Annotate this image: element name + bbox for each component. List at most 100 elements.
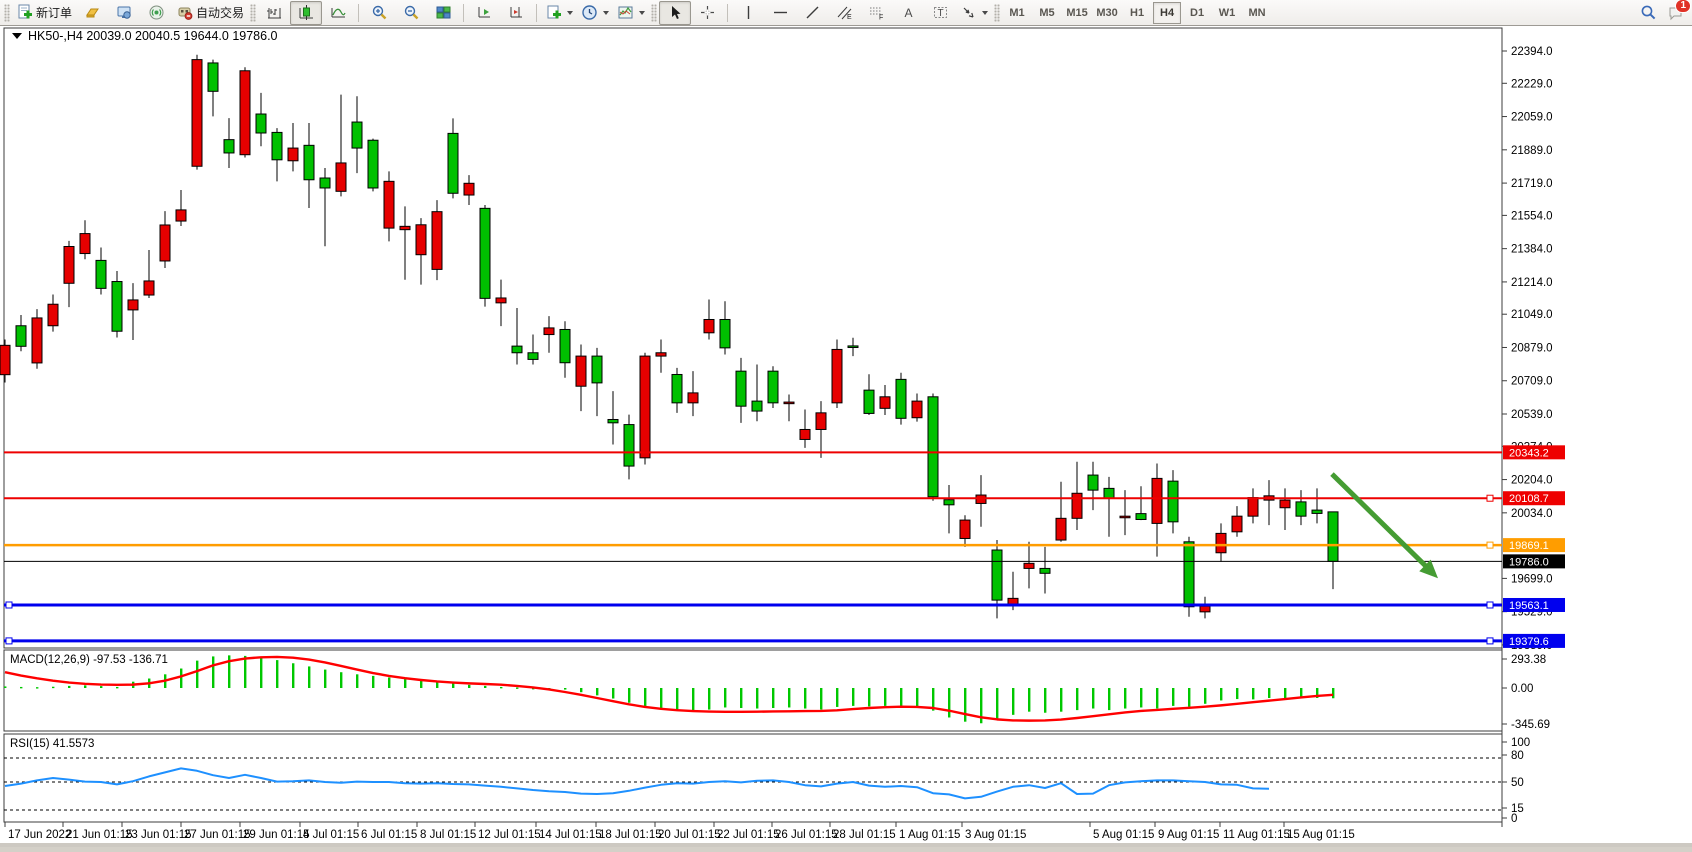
vertical-line-tool-button[interactable]	[732, 1, 764, 25]
price-badge	[1503, 538, 1565, 553]
autotrading-label: 自动交易	[196, 6, 245, 20]
macd-bar	[628, 688, 631, 703]
timeframe-button-m15[interactable]: M15	[1066, 6, 1088, 19]
notifications-button[interactable]: 1	[1667, 0, 1691, 21]
auto-scroll-button[interactable]	[468, 1, 500, 25]
candle	[911, 400, 923, 419]
trendline-tool-button[interactable]	[796, 1, 828, 25]
candle	[255, 113, 267, 134]
symbol-dropdown-icon[interactable]	[12, 33, 22, 39]
candle	[335, 162, 347, 192]
line-handle[interactable]	[1486, 541, 1494, 549]
macd-bar	[564, 688, 567, 690]
macd-bar	[804, 688, 807, 709]
toolbar-grip[interactable]	[250, 3, 257, 22]
periods-button[interactable]	[577, 1, 613, 25]
profiles-button[interactable]	[613, 1, 649, 25]
macd-bar	[1316, 688, 1319, 698]
macd-bar	[1044, 688, 1047, 713]
price-badge	[1503, 633, 1565, 648]
zoom-in-button[interactable]	[363, 1, 395, 25]
rsi-label: RSI(15) 41.5573	[10, 738, 94, 750]
timeframe-button-mn[interactable]: MN	[1248, 6, 1266, 19]
arrow-head	[1419, 559, 1438, 579]
date-tick-label: 14 Jul 01:15	[539, 829, 602, 841]
rsi-axis-label: 50	[1511, 777, 1524, 789]
line-chart-mode-button[interactable]	[322, 1, 354, 25]
vps-monitor-icon	[117, 6, 131, 19]
zoom-out-button[interactable]	[395, 1, 427, 25]
candle	[591, 355, 603, 384]
macd-bar	[932, 688, 935, 711]
candlestick-series	[0, 54, 1339, 619]
candle	[1327, 511, 1339, 562]
timeframe-button-h1[interactable]: H1	[1130, 6, 1145, 19]
market-button[interactable]	[76, 1, 108, 25]
new-order-button[interactable]: 新订单	[12, 1, 76, 25]
macd-bar	[260, 657, 263, 688]
timeframe-button-m5[interactable]: M5	[1039, 6, 1055, 19]
text-label-tool-button[interactable]: T	[924, 1, 956, 25]
macd-bar	[1140, 688, 1143, 708]
macd-bar	[1092, 688, 1095, 709]
candle	[607, 418, 619, 424]
signals-button[interactable]	[140, 1, 172, 25]
candle	[1295, 501, 1307, 517]
macd-bar	[996, 688, 999, 720]
crosshair-tool-button[interactable]	[691, 1, 723, 25]
cursor-tool-button[interactable]	[659, 0, 692, 25]
macd-bar	[244, 655, 247, 688]
line-handle[interactable]	[5, 637, 13, 645]
crosshair-icon	[700, 6, 714, 19]
candle	[1135, 513, 1147, 520]
toolbar-grip[interactable]	[4, 3, 10, 22]
autotrading-robot-icon	[178, 7, 193, 20]
channel-tool-button[interactable]: E	[828, 1, 860, 25]
search-icon[interactable]	[1640, 4, 1657, 21]
timeframe-button-w1[interactable]: W1	[1218, 6, 1236, 19]
new-chart-button[interactable]	[541, 1, 577, 25]
macd-bar	[1188, 688, 1191, 707]
timeframe-button-m1[interactable]: M1	[1009, 6, 1025, 19]
horizontal-line-tool-button[interactable]	[764, 1, 796, 25]
date-tick-label: 6 Jul 01:15	[361, 829, 417, 841]
line-handle[interactable]	[1486, 637, 1494, 645]
candle	[1023, 562, 1035, 569]
vps-button[interactable]	[108, 1, 140, 25]
bar-chart-mode-button[interactable]	[258, 1, 290, 25]
signals-icon	[149, 5, 164, 20]
candle	[415, 224, 427, 256]
price-tick-label: 21384.0	[1511, 244, 1553, 256]
line-handle[interactable]	[1486, 601, 1494, 609]
macd-bar	[404, 679, 407, 688]
line-handle[interactable]	[1486, 494, 1494, 502]
autotrading-button[interactable]: 自动交易	[172, 1, 248, 25]
toolbar-grip[interactable]	[994, 3, 1001, 22]
arrows-tool-button[interactable]	[956, 1, 992, 25]
chart-shift-button[interactable]	[500, 1, 532, 25]
macd-bar	[852, 688, 855, 706]
macd-bar	[644, 688, 647, 707]
down-arrow-object[interactable]	[1330, 472, 1432, 572]
fibonacci-tool-button[interactable]: F	[860, 1, 892, 25]
chart-window[interactable]: 22394.0 22229.0 22059.0 21889.0 21719.0 21554…	[0, 26, 1692, 847]
timeframe-group: M1 M5 M15 M30 H1 H4 D1 W1 MN	[1002, 1, 1272, 24]
candle	[671, 373, 683, 404]
macd-bar	[1284, 688, 1287, 699]
candlestick-chart[interactable]: 22394.0 22229.0 22059.0 21889.0 21719.0 21554…	[0, 26, 1692, 847]
timeframe-button-h4[interactable]: H4	[1153, 1, 1182, 24]
price-tick-label: 20879.0	[1511, 342, 1553, 354]
toolbar-grip[interactable]	[651, 3, 658, 22]
macd-bar	[116, 686, 119, 689]
candle	[367, 139, 379, 189]
tile-windows-button[interactable]	[427, 1, 459, 25]
rsi-line	[4, 767, 1270, 800]
macd-bar	[52, 686, 55, 689]
timeframe-button-d1[interactable]: D1	[1190, 6, 1205, 19]
line-handle[interactable]	[5, 601, 13, 609]
timeframe-button-m30[interactable]: M30	[1096, 6, 1118, 19]
candlestick-mode-button[interactable]	[290, 0, 323, 25]
macd-bar	[948, 688, 951, 718]
text-tool-button[interactable]: A	[892, 1, 924, 25]
date-tick-label: 5 Aug 01:15	[1093, 829, 1154, 841]
